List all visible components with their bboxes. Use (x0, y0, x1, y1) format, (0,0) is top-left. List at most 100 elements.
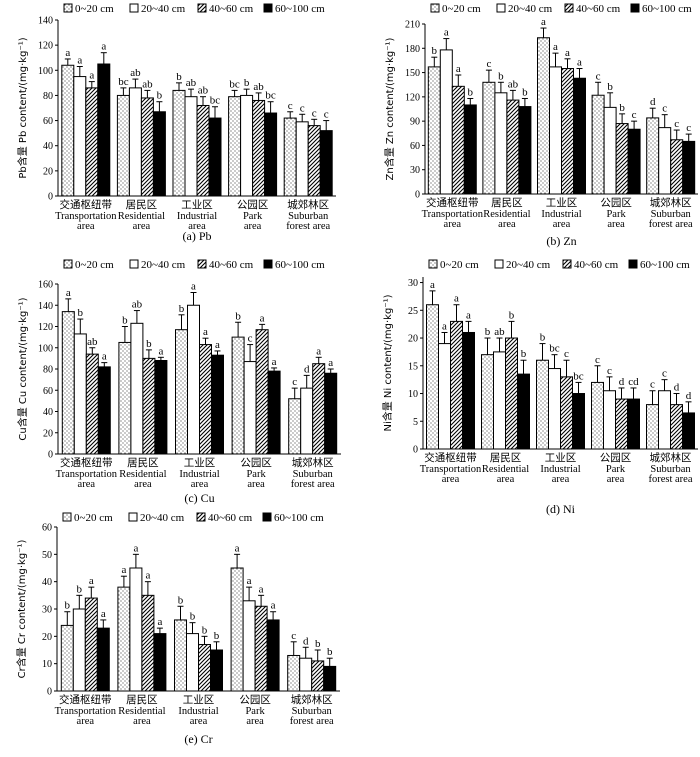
significance-letter: b (179, 303, 185, 315)
bar (591, 381, 604, 450)
panel-caption: (d) Ni (546, 502, 576, 516)
significance-letter: c (686, 122, 691, 134)
significance-letter: a (89, 70, 94, 82)
significance-letter: a (157, 616, 162, 628)
category-label-zh: 交通枢纽带 (424, 451, 477, 464)
y-tick-label: 5 (413, 417, 418, 428)
bar (312, 363, 326, 455)
legend-swatch (263, 3, 273, 13)
category-label-zh: 工业区 (546, 197, 578, 209)
category-label-en: area (498, 219, 516, 230)
category-label-en: area (444, 219, 462, 230)
significance-letter: b (619, 102, 625, 114)
significance-letter: c (300, 102, 305, 114)
category-label-en: Industrial (177, 211, 217, 222)
category-label-en: Residential (118, 211, 165, 222)
category-label-zh: 公园区 (600, 452, 632, 464)
bar (264, 112, 278, 197)
bar (548, 368, 561, 450)
legend-label: 40~60 cm (574, 259, 619, 271)
bar (324, 372, 338, 455)
category-label-en: area (247, 479, 265, 490)
significance-letter: d (304, 363, 310, 375)
bar (283, 117, 297, 197)
category-label-zh: 交通枢纽带 (60, 456, 113, 469)
legend-label: 40~60 cm (576, 3, 621, 15)
significance-letter: bc (549, 343, 560, 355)
bar (549, 66, 562, 195)
y-tick-label: 30 (42, 605, 52, 616)
bar (287, 654, 301, 692)
significance-letter: a (565, 47, 570, 59)
bar (85, 87, 99, 197)
bar (505, 337, 518, 450)
bar (184, 96, 198, 197)
bar (537, 37, 550, 195)
significance-letter: a (454, 293, 459, 305)
category-label-zh: 城郊林区 (291, 693, 333, 706)
significance-letter: b (522, 86, 528, 98)
bar (646, 117, 660, 195)
legend-swatch (63, 259, 73, 269)
bar (603, 106, 617, 195)
significance-letter: b (214, 630, 220, 642)
y-tick-label: 15 (408, 361, 418, 372)
y-tick-label: 60 (43, 116, 53, 127)
significance-letter: a (272, 356, 277, 368)
y-tick-label: 60 (42, 523, 52, 534)
significance-letter: b (498, 70, 504, 82)
bar (97, 63, 111, 197)
legend-swatch (129, 3, 139, 13)
significance-letter: c (564, 348, 569, 360)
bar (307, 125, 321, 197)
y-tick-label: 20 (43, 428, 53, 439)
category-label-zh: 公园区 (600, 197, 632, 209)
bar (323, 665, 337, 692)
bar (72, 608, 86, 692)
y-tick-label: 120 (38, 41, 53, 52)
bar (242, 600, 256, 692)
significance-letter: a (316, 345, 321, 357)
category-label-en: Park (606, 464, 626, 475)
legend-swatch (262, 512, 272, 522)
bar (266, 619, 280, 692)
bar (451, 85, 465, 195)
category-label-en: forest area (291, 479, 335, 490)
legend-swatch (129, 259, 139, 269)
significance-letter: bc (229, 78, 240, 90)
significance-letter: a (121, 564, 126, 576)
bar (603, 390, 616, 450)
significance-letter: b (157, 90, 163, 102)
y-tick-label: 100 (38, 343, 53, 354)
bar (288, 398, 302, 455)
significance-letter: a (328, 357, 333, 369)
bar (61, 311, 75, 455)
category-label-en: forest area (649, 219, 693, 230)
bar (267, 370, 281, 455)
significance-letter: c (312, 107, 317, 119)
y-tick-label: 20 (408, 334, 418, 345)
legend-label: 20~40 cm (141, 259, 186, 271)
significance-letter: a (203, 326, 208, 338)
y-tick-label: 80 (43, 91, 53, 102)
significance-letter: b (146, 338, 152, 350)
bar (427, 66, 441, 195)
bar (506, 99, 520, 195)
bar (97, 366, 111, 455)
category-label-zh: 居民区 (490, 452, 522, 464)
bar (252, 99, 266, 197)
category-label-zh: 交通枢纽带 (59, 693, 112, 706)
significance-letter: a (466, 309, 471, 321)
category-label-zh: 工业区 (183, 694, 215, 706)
bar (300, 387, 314, 455)
significance-letter: c (662, 368, 667, 380)
category-label-en: area (552, 474, 570, 485)
bar (627, 128, 641, 195)
bar (561, 68, 574, 195)
y-axis-label: Cr含量 Cr content/(mg·kg⁻¹) (15, 540, 28, 679)
significance-letter: a (145, 570, 150, 582)
y-tick-label: 210 (405, 20, 420, 31)
significance-letter: c (632, 109, 637, 121)
bar (116, 94, 130, 197)
bar (196, 104, 210, 197)
